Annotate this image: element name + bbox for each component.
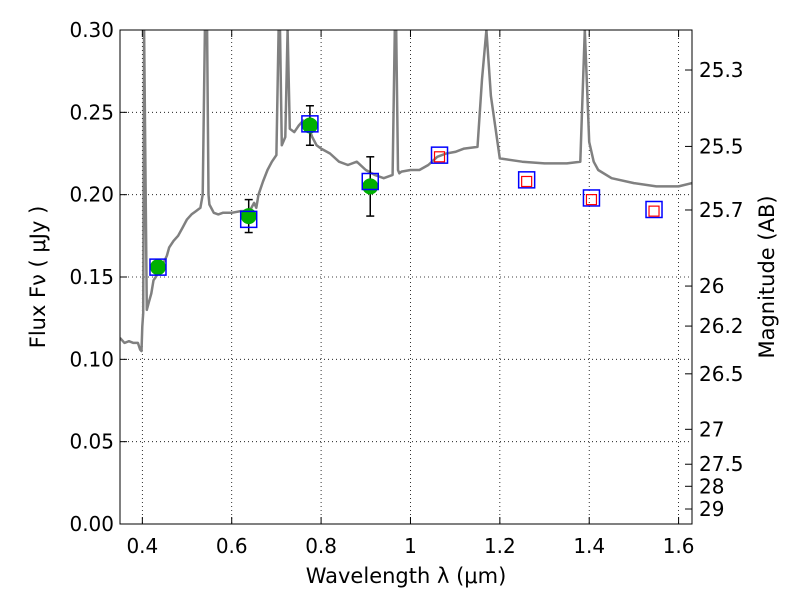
y-tick-label: 0.15 [69, 265, 114, 289]
y-tick-label: 0.05 [69, 430, 114, 454]
y-tick-label: 0.20 [69, 183, 114, 207]
predicted-flux-square [433, 151, 446, 163]
model-flux-square [361, 172, 379, 191]
x-axis-label: Wavelength λ (μm) [306, 564, 507, 588]
y-tick-label: 0.00 [69, 512, 114, 536]
right-tick-label: 29 [699, 497, 724, 521]
y-tick-label: 0.30 [69, 18, 114, 42]
right-tick-label: 26 [699, 274, 724, 298]
observed-flux-point [362, 178, 379, 195]
x-tick-label: 1.4 [573, 534, 605, 558]
model-flux-square [517, 171, 536, 189]
right-tick-label: 25.5 [699, 134, 744, 158]
plot-data [120, 30, 692, 353]
model-flux-square [301, 115, 319, 133]
template-spectrum-line [120, 30, 692, 353]
y-tick-label: 0.10 [69, 347, 114, 371]
x-tick-label: 0.8 [305, 534, 337, 558]
model-flux-square [582, 189, 601, 207]
observed-flux-point [301, 117, 318, 134]
x-tick-label: 1 [404, 534, 417, 558]
model-flux-square [239, 210, 258, 229]
right-tick-label: 25.3 [699, 58, 744, 82]
model-flux-square [430, 146, 449, 164]
y-axis-label: Flux Fν ( μJy ) [26, 206, 50, 349]
predicted-flux-square [648, 205, 660, 217]
model-flux-square [645, 200, 663, 219]
axis-ticks: 0.4 0.6 0.8 1 1.2 1.4 1.6 0.00 0.05 0.10 0.15 0.20 0… [69, 18, 743, 558]
y-tick-label: 0.25 [69, 100, 114, 124]
right-tick-label: 27.5 [699, 452, 744, 476]
x-tick-label: 0.4 [126, 534, 158, 558]
right-tick-label: 25.7 [699, 198, 744, 222]
predicted-flux-square [521, 175, 533, 188]
x-tick-label: 0.6 [216, 534, 248, 558]
right-tick-label: 27 [699, 417, 724, 441]
plot-frame [119, 29, 693, 525]
observed-flux-point [149, 259, 166, 276]
predicted-flux-square [585, 194, 598, 206]
right-tick-label: 26.2 [699, 314, 744, 338]
model-flux-square [149, 258, 167, 276]
right-tick-label: 26.5 [699, 362, 744, 386]
x-tick-label: 1.2 [484, 534, 516, 558]
right-axis-label: Magnitude (AB) [755, 195, 779, 358]
plot-area [120, 30, 692, 353]
x-tick-label: 1.6 [663, 534, 695, 558]
right-tick-label: 28 [699, 474, 724, 498]
grid-lines [120, 29, 692, 525]
